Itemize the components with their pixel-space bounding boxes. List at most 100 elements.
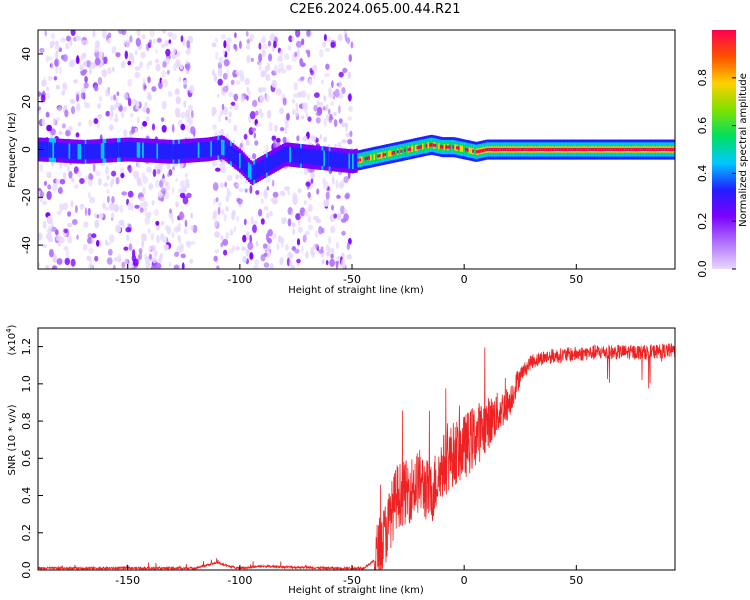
noise-point: [134, 66, 141, 71]
noise-point: [171, 33, 177, 40]
noise-point: [232, 73, 237, 78]
noise-point: [45, 111, 50, 118]
spectral-ridge-segment: [441, 145, 444, 149]
noise-point: [162, 61, 167, 68]
spectral-ridge-segment: [45, 142, 48, 158]
spectral-ridge-segment: [199, 142, 202, 158]
noise-point: [63, 228, 68, 234]
noise-point: [53, 253, 57, 263]
spectral-ridge-segment: [262, 159, 265, 175]
noise-point: [166, 69, 170, 75]
colorbar-tick-label: 0.4: [696, 165, 709, 183]
spectral-ridge-segment: [518, 147, 521, 152]
noise-point: [238, 187, 244, 193]
spectral-ridge-segment: [208, 141, 211, 157]
noise-point: [48, 237, 54, 243]
noise-point: [97, 114, 103, 119]
spectral-ridge-segment: [553, 147, 556, 152]
snr-x-ticks: -150 -100 -50 0 50: [115, 565, 583, 587]
spectral-ridge-segment: [624, 147, 627, 152]
spectral-ridge-segment: [535, 147, 538, 152]
noise-point: [149, 39, 152, 45]
spectral-ridge-segment: [364, 157, 367, 161]
noise-point: [151, 86, 157, 92]
noise-point: [284, 186, 290, 191]
noise-point: [276, 243, 280, 251]
noise-point: [113, 257, 117, 262]
noise-point: [178, 188, 183, 194]
noise-point: [294, 51, 298, 57]
noise-point: [298, 219, 301, 226]
noise-point: [225, 195, 230, 202]
snr-plot-area: [38, 328, 675, 570]
spectral-ridge-segment: [151, 143, 154, 159]
spectral-ridge-segment: [605, 147, 608, 152]
noise-point: [171, 186, 175, 195]
spectral-ridge-segment: [357, 158, 360, 162]
noise-point: [88, 119, 93, 127]
spectral-ridge-segment: [136, 142, 139, 158]
noise-point: [211, 69, 215, 76]
spectral-ridge-segment: [581, 147, 584, 152]
spectral-ridge-segment: [350, 153, 353, 169]
noise-point: [174, 88, 180, 95]
spectral-ridge-segment: [443, 144, 446, 151]
noise-point: [214, 231, 221, 238]
spectral-ridge-segment: [538, 147, 541, 152]
noise-point: [142, 78, 146, 83]
noise-point: [151, 123, 156, 131]
noise-point: [286, 257, 290, 267]
spectral-ridge-segment: [669, 147, 672, 152]
spectral-ridge-segment: [269, 155, 272, 171]
noise-point: [295, 30, 301, 38]
spectral-ridge-segment: [124, 142, 127, 158]
noise-point: [180, 253, 186, 259]
noise-point: [302, 234, 307, 243]
noise-point: [286, 112, 290, 121]
noise-point: [139, 196, 146, 202]
noise-point: [214, 160, 219, 166]
noise-point: [73, 79, 78, 84]
noise-point: [172, 47, 177, 55]
spectral-ridge-segment: [533, 147, 536, 152]
spectral-ridge-segment: [375, 151, 378, 162]
noise-point: [142, 186, 146, 196]
noise-point: [219, 182, 224, 188]
noise-point: [153, 208, 159, 217]
noise-point: [325, 63, 330, 70]
noise-point: [246, 86, 250, 92]
noise-point: [266, 109, 272, 119]
noise-point: [39, 47, 45, 53]
noise-point: [179, 192, 186, 199]
spectral-ridge-segment: [287, 146, 290, 163]
noise-point: [335, 261, 339, 269]
noise-point: [101, 30, 107, 39]
noise-point: [228, 111, 232, 118]
spectral-ridge-segment: [129, 141, 132, 158]
noise-point: [262, 43, 268, 50]
noise-point: [64, 109, 69, 118]
spectral-ridge-segment: [434, 143, 437, 148]
spectral-ridge-segment: [240, 154, 243, 171]
noise-point: [50, 128, 56, 136]
spectral-ridge-segment: [601, 147, 604, 152]
noise-point: [167, 90, 173, 97]
spectral-ridge-segment: [273, 153, 276, 169]
noise-point: [135, 37, 141, 47]
noise-point: [245, 31, 249, 37]
noise-point: [131, 265, 135, 269]
noise-point: [76, 170, 83, 178]
noise-point: [120, 61, 125, 69]
noise-point: [232, 139, 236, 144]
spectral-ridge-segment: [639, 147, 642, 152]
spectral-ridge-segment: [387, 150, 390, 157]
spectral-ridge-segment: [258, 161, 261, 177]
noise-point: [123, 92, 129, 100]
noise-point: [231, 210, 236, 217]
spectral-ridge-segment: [497, 147, 500, 152]
noise-point: [258, 53, 262, 62]
spectral-ridge-segment: [457, 146, 460, 150]
noise-point: [66, 235, 73, 244]
noise-point: [316, 100, 320, 107]
